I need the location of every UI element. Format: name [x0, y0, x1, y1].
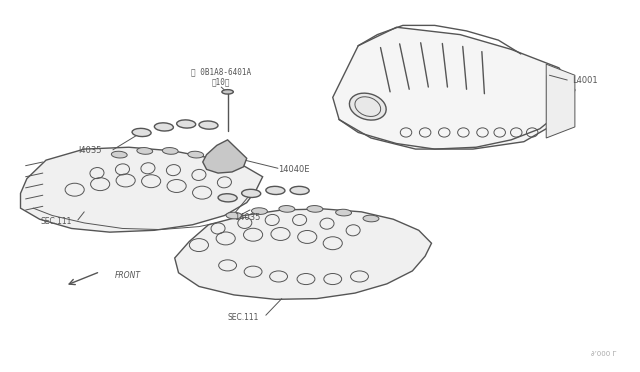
Ellipse shape [335, 209, 351, 216]
Text: L4001: L4001 [572, 76, 597, 85]
Ellipse shape [111, 151, 127, 158]
Ellipse shape [363, 215, 379, 222]
Text: FRONT: FRONT [115, 271, 141, 280]
Ellipse shape [154, 123, 173, 131]
Ellipse shape [163, 148, 178, 154]
Polygon shape [333, 27, 575, 149]
Text: l4035: l4035 [78, 147, 101, 155]
Ellipse shape [132, 128, 151, 137]
Text: Ⓑ 0B1A8-6401A
〈10〉: Ⓑ 0B1A8-6401A 〈10〉 [191, 67, 252, 86]
Ellipse shape [242, 189, 260, 198]
Ellipse shape [252, 208, 268, 214]
Ellipse shape [213, 157, 229, 164]
Ellipse shape [177, 120, 196, 128]
Ellipse shape [290, 186, 309, 195]
Ellipse shape [349, 93, 386, 120]
Ellipse shape [218, 194, 237, 202]
Ellipse shape [199, 121, 218, 129]
Ellipse shape [266, 186, 285, 195]
Text: SEC.111: SEC.111 [41, 217, 72, 225]
Polygon shape [175, 209, 431, 299]
Text: 14035: 14035 [234, 213, 260, 222]
Polygon shape [546, 64, 575, 138]
Ellipse shape [222, 90, 234, 94]
Polygon shape [20, 147, 262, 232]
Ellipse shape [226, 212, 242, 219]
Ellipse shape [137, 148, 153, 154]
Ellipse shape [307, 206, 323, 212]
Text: SEC.111: SEC.111 [228, 312, 259, 321]
Ellipse shape [188, 151, 204, 158]
Text: 14040E: 14040E [278, 165, 310, 174]
Text: ∂’000 Γ: ∂’000 Γ [591, 350, 616, 357]
Polygon shape [203, 140, 246, 173]
Ellipse shape [279, 206, 295, 212]
